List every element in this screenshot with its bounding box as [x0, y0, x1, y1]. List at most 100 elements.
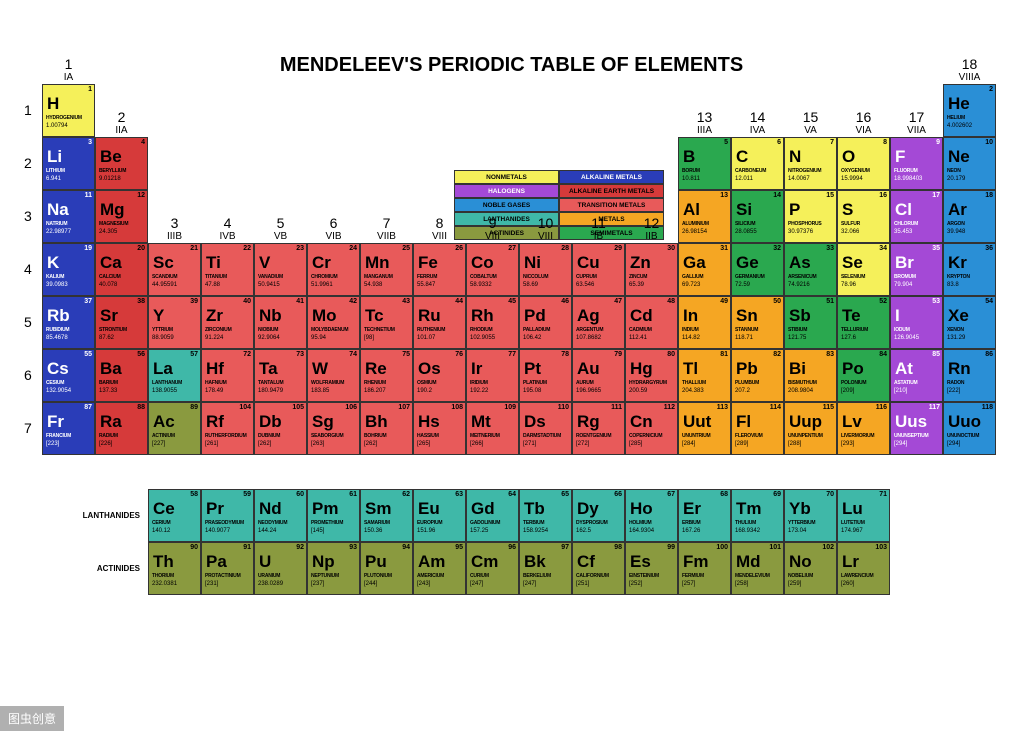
atomic-weight: 164.9304	[629, 528, 654, 534]
element-cell-Rg: 111RgROENTGENIUM[272]	[572, 402, 625, 455]
atomic-number: 44	[455, 298, 463, 305]
atomic-weight: 55.847	[417, 282, 435, 288]
atomic-number: 64	[508, 491, 516, 498]
element-name: ALUMINIUM	[682, 221, 709, 227]
atomic-weight: 6.941	[46, 176, 61, 182]
atomic-weight: [98]	[364, 335, 374, 341]
element-cell-Rn: 86RnRADON[222]	[943, 349, 996, 402]
period-label-6: 6	[24, 367, 32, 383]
element-symbol: P	[789, 200, 800, 220]
element-cell-Cs: 55CsCESIUM132.9054	[42, 349, 95, 402]
element-cell-Pb: 82PbPLUMBUM207.2	[731, 349, 784, 402]
atomic-weight: 232.0381	[152, 581, 177, 587]
element-cell-At: 85AtASTATIUM[210]	[890, 349, 943, 402]
atomic-weight: [227]	[152, 441, 165, 447]
element-symbol: Po	[842, 359, 864, 379]
atomic-number: 79	[614, 351, 622, 358]
element-symbol: Tb	[524, 499, 545, 519]
element-cell-Cn: 112CnCOPERNICIUM[285]	[625, 402, 678, 455]
element-symbol: Ti	[206, 253, 221, 273]
lanthanides-label: LANTHANIDES	[40, 511, 140, 520]
atomic-weight: [261]	[205, 441, 218, 447]
atomic-weight: [226]	[99, 441, 112, 447]
legend-alkaline: ALKALINE EARTH METALS	[559, 184, 664, 198]
atomic-weight: [266]	[470, 441, 483, 447]
element-cell-Ds: 110DsDARMSTADTIUM[271]	[519, 402, 572, 455]
atomic-weight: [259]	[788, 581, 801, 587]
atomic-number: 10	[985, 139, 993, 146]
atomic-weight: 95.94	[311, 335, 326, 341]
element-name: BARIUM	[99, 380, 118, 386]
atomic-weight: 18.998403	[894, 176, 922, 182]
element-cell-Sm: 62SmSAMARIUM150.36	[360, 489, 413, 542]
group-label-2: 2IIA	[95, 109, 148, 136]
atomic-number: 42	[349, 298, 357, 305]
group-label-15: 15VA	[784, 109, 837, 136]
element-symbol: Fl	[736, 412, 751, 432]
element-symbol: Rb	[47, 306, 70, 326]
element-cell-Re: 75ReRHENIUM186.207	[360, 349, 413, 402]
atomic-number: 34	[879, 245, 887, 252]
element-symbol: Tm	[736, 499, 762, 519]
element-cell-Tc: 43TcTECHNETIUM[98]	[360, 296, 413, 349]
atomic-weight: [294]	[947, 441, 960, 447]
atomic-number: 83	[826, 351, 834, 358]
element-name: ACTINIUM	[152, 433, 175, 439]
element-symbol: B	[683, 147, 695, 167]
element-cell-Nd: 60NdNEODYMIUM144.24	[254, 489, 307, 542]
element-symbol: Hs	[418, 412, 440, 432]
atomic-number: 15	[826, 192, 834, 199]
atomic-number: 117	[929, 404, 940, 411]
element-name: DARMSTADTIUM	[523, 433, 561, 439]
atomic-number: 24	[349, 245, 357, 252]
element-cell-Lu: 71LuLUTETIUM174.967	[837, 489, 890, 542]
element-name: AURUM	[576, 380, 594, 386]
element-cell-Uus: 117UusUNUNSEPTIUM[294]	[890, 402, 943, 455]
element-name: SILICIUM	[735, 221, 755, 227]
element-cell-Ra: 88RaRADIUM[226]	[95, 402, 148, 455]
atomic-weight: 102.9055	[470, 335, 495, 341]
atomic-number: 96	[508, 544, 516, 551]
element-symbol: Ce	[153, 499, 175, 519]
atomic-number: 103	[875, 544, 887, 551]
atomic-weight: 14.0067	[788, 176, 810, 182]
element-name: DYSPROSIUM	[576, 520, 608, 526]
element-name: FERMIUM	[682, 573, 704, 579]
element-cell-Bk: 97BkBERKELIUM[247]	[519, 542, 572, 595]
atomic-number: 57	[190, 351, 198, 358]
element-cell-Zr: 40ZrZIRCONIUM91.224	[201, 296, 254, 349]
atomic-number: 82	[773, 351, 781, 358]
atomic-weight: [247]	[470, 581, 483, 587]
atomic-weight: 65.39	[629, 282, 644, 288]
element-cell-Sb: 51SbSTIBIUM121.75	[784, 296, 837, 349]
element-cell-I: 53IIODUM126.9045	[890, 296, 943, 349]
element-name: COPERNICIUM	[629, 433, 662, 439]
atomic-number: 97	[561, 544, 569, 551]
element-name: SULFUR	[841, 221, 860, 227]
element-symbol: He	[948, 94, 970, 114]
element-cell-No: 102NoNOBELIUM[259]	[784, 542, 837, 595]
element-name: CHROMIUM	[311, 274, 337, 280]
element-symbol: Bh	[365, 412, 388, 432]
atomic-number: 73	[296, 351, 304, 358]
element-cell-Pm: 61PmPROMETHIUM[145]	[307, 489, 360, 542]
element-name: RADON	[947, 380, 964, 386]
element-cell-Fm: 100FmFERMIUM[257]	[678, 542, 731, 595]
element-symbol: I	[895, 306, 900, 326]
atomic-weight: 58.69	[523, 282, 538, 288]
atomic-number: 22	[243, 245, 251, 252]
element-symbol: Si	[736, 200, 752, 220]
element-symbol: Mo	[312, 306, 337, 326]
atomic-number: 98	[614, 544, 622, 551]
element-cell-Sr: 38SrSTRONTIUM87.62	[95, 296, 148, 349]
atomic-number: 116	[876, 404, 887, 411]
atomic-weight: 87.62	[99, 335, 114, 341]
element-name: KRYPTON	[947, 274, 970, 280]
atomic-number: 99	[667, 544, 675, 551]
atomic-weight: [294]	[894, 441, 907, 447]
element-name: TERBIUM	[523, 520, 544, 526]
element-symbol: Se	[842, 253, 863, 273]
element-cell-Hg: 80HgHYDRARGYRUM200.59	[625, 349, 678, 402]
group-label-7: 7VIIB	[360, 215, 413, 242]
element-cell-Ta: 73TaTANTALUM180.9479	[254, 349, 307, 402]
